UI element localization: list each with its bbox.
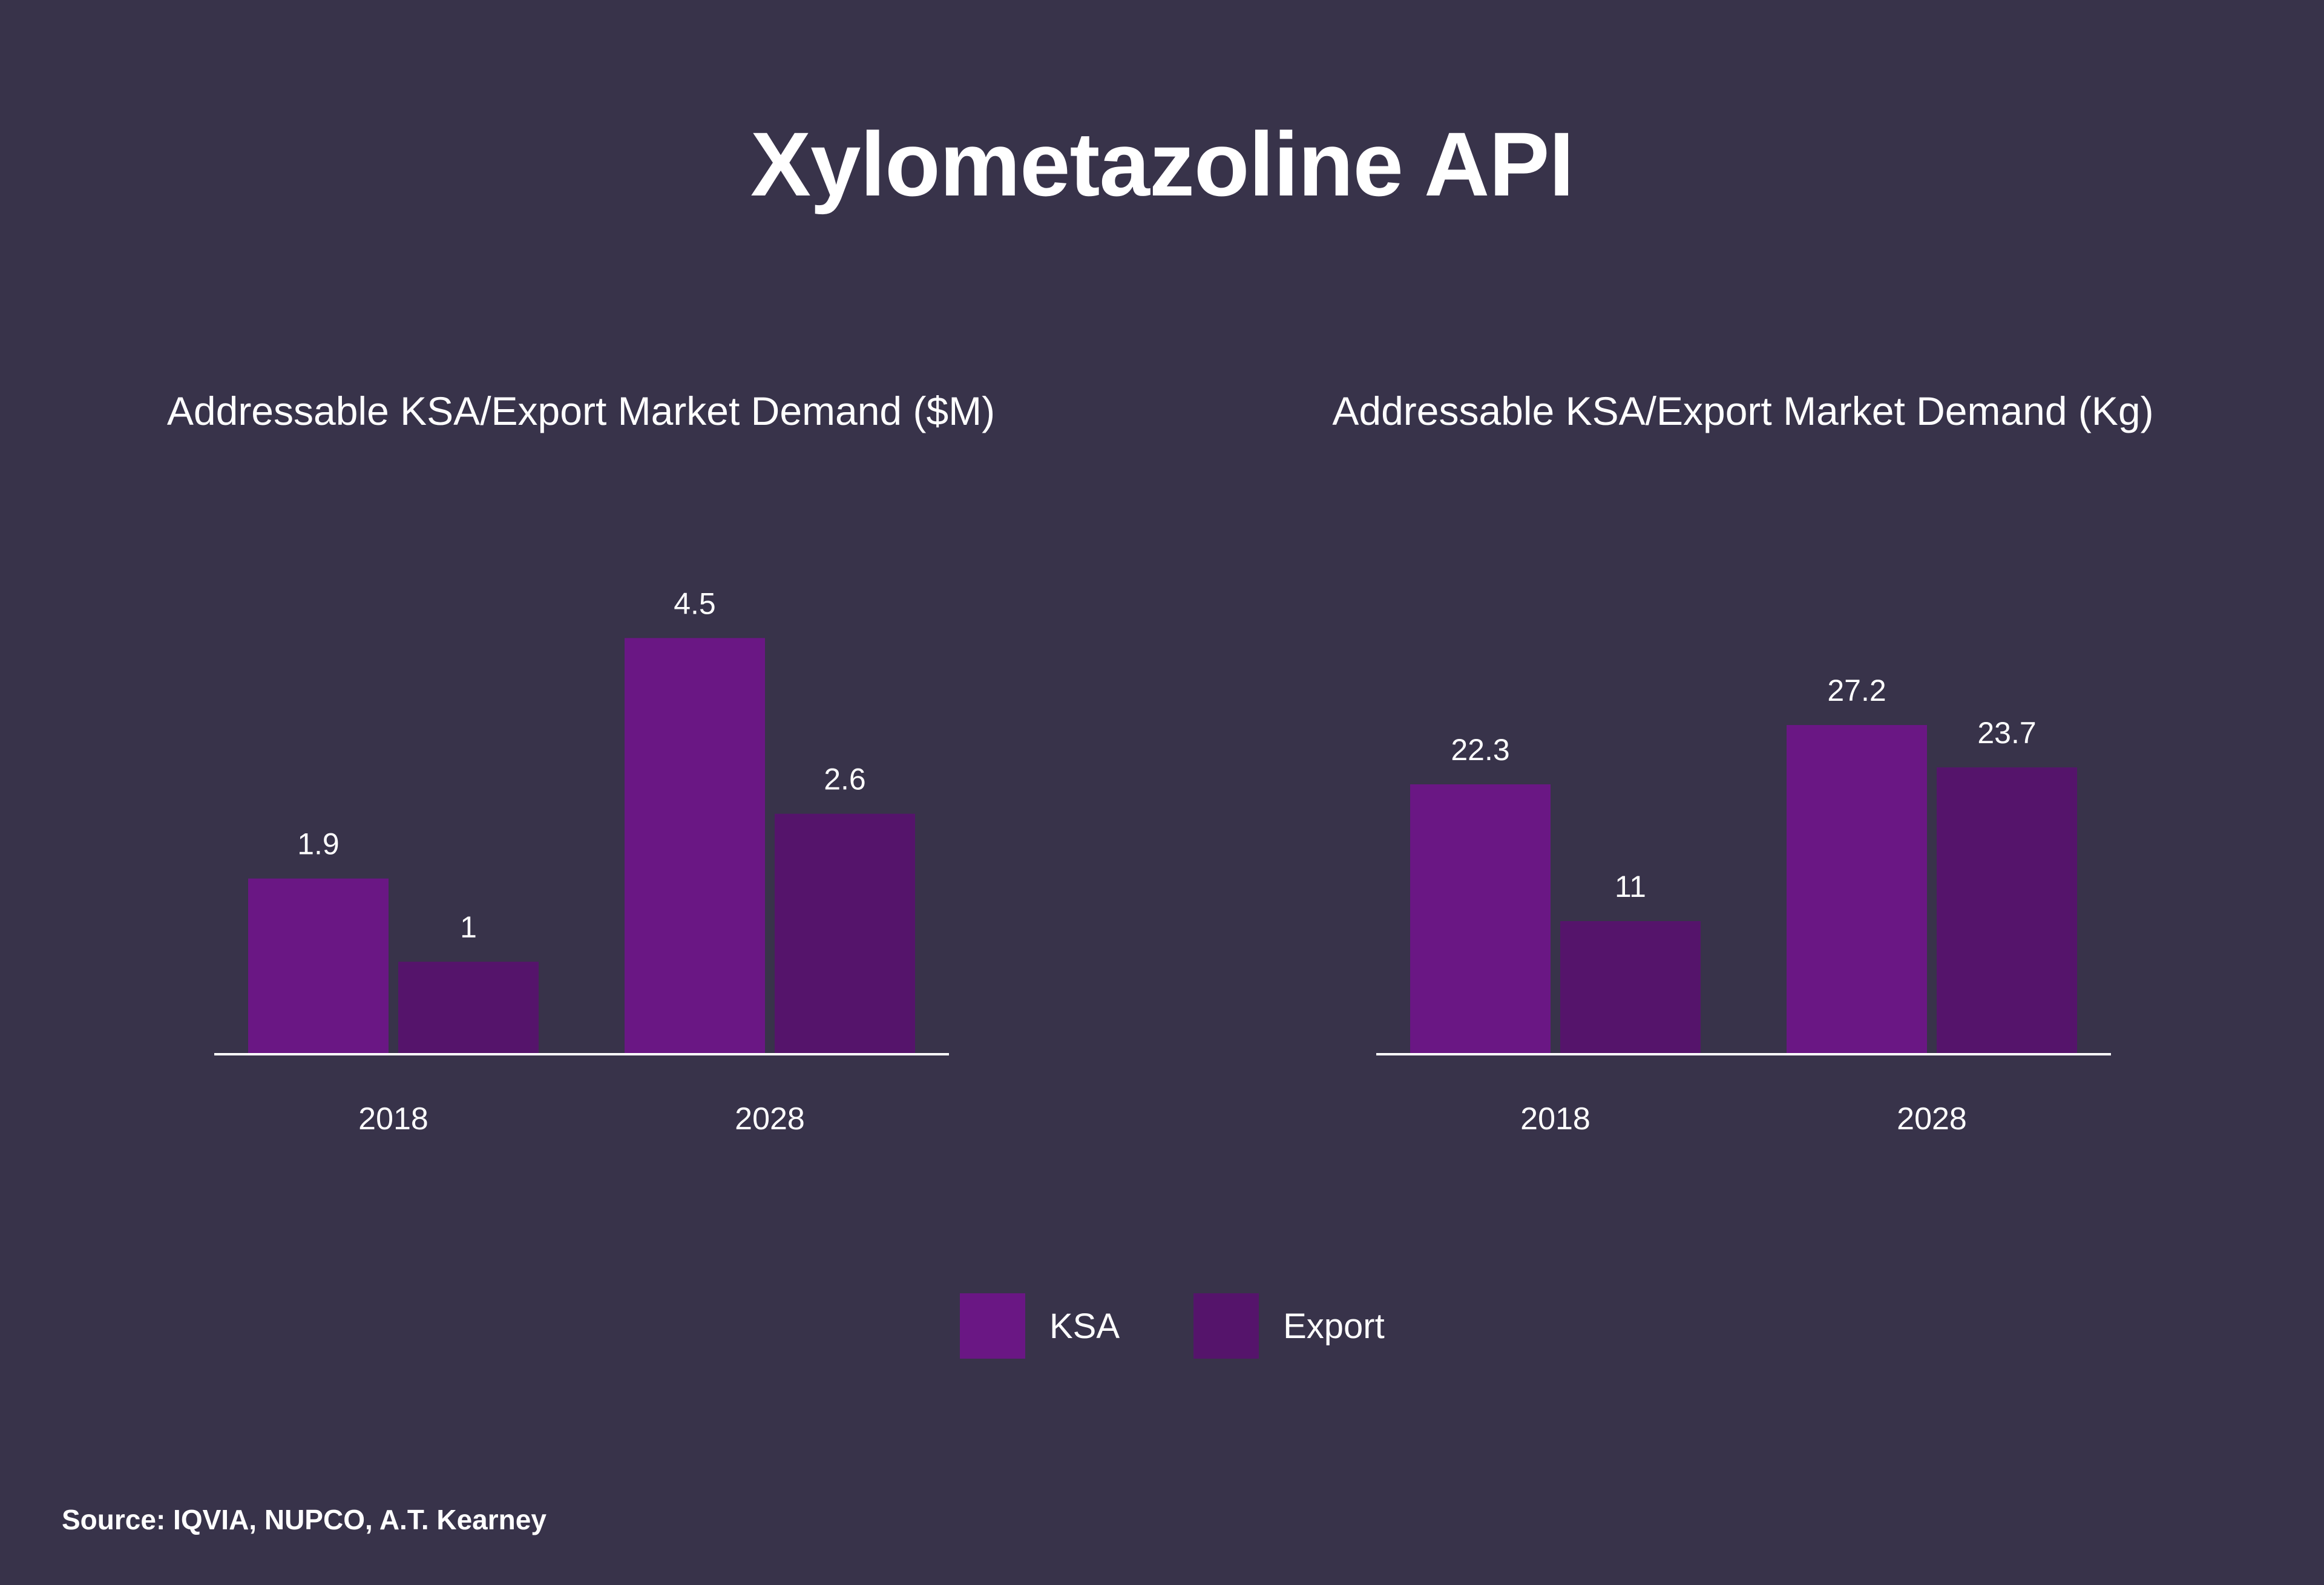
data-label-ksa-2018: 1.9 <box>297 827 340 861</box>
x-tick-label-2018: 2018 <box>1520 1101 1590 1137</box>
legend-label-export: Export <box>1283 1306 1385 1346</box>
legend-swatch-export <box>1193 1293 1259 1359</box>
data-label-export-2018: 11 <box>1615 870 1646 904</box>
bar-ksa-2018 <box>1410 784 1551 1054</box>
legend-item-ksa: KSA <box>960 1293 1120 1359</box>
data-label-ksa-2028: 4.5 <box>674 586 716 620</box>
bar-export-2028 <box>775 813 915 1054</box>
bar-ksa-2028 <box>1787 725 1927 1054</box>
bar-ksa-2028 <box>625 638 765 1054</box>
x-tick-label-2018: 2018 <box>358 1101 428 1137</box>
chart-title: Addressable KSA/Export Market Demand (Kg… <box>1332 389 2153 433</box>
source-note: Source: IQVIA, NUPCO, A.T. Kearney <box>62 1504 547 1535</box>
data-label-export-2028: 2.6 <box>824 763 866 796</box>
data-label-ksa-2018: 22.3 <box>1451 733 1509 767</box>
x-tick-label-2028: 2028 <box>1897 1101 1967 1137</box>
page-title: Xylometazoline API <box>750 113 1574 215</box>
data-label-export-2028: 23.7 <box>1977 716 2036 750</box>
chart-left: Addressable KSA/Export Market Demand ($M… <box>167 389 995 1137</box>
bar-export-2018 <box>1560 921 1701 1054</box>
bar-export-2018 <box>398 962 539 1054</box>
legend: KSA Export <box>960 1293 1385 1359</box>
chart-title: Addressable KSA/Export Market Demand ($M… <box>167 389 995 433</box>
legend-label-ksa: KSA <box>1049 1306 1120 1346</box>
chart-right: Addressable KSA/Export Market Demand (Kg… <box>1332 389 2153 1137</box>
x-tick-label-2028: 2028 <box>735 1101 805 1137</box>
bar-ksa-2018 <box>248 878 389 1054</box>
data-label-export-2018: 1 <box>460 910 477 944</box>
bar-export-2028 <box>1937 767 2077 1054</box>
data-label-ksa-2028: 27.2 <box>1827 674 1886 707</box>
legend-item-export: Export <box>1193 1293 1385 1359</box>
legend-swatch-ksa <box>960 1293 1025 1359</box>
